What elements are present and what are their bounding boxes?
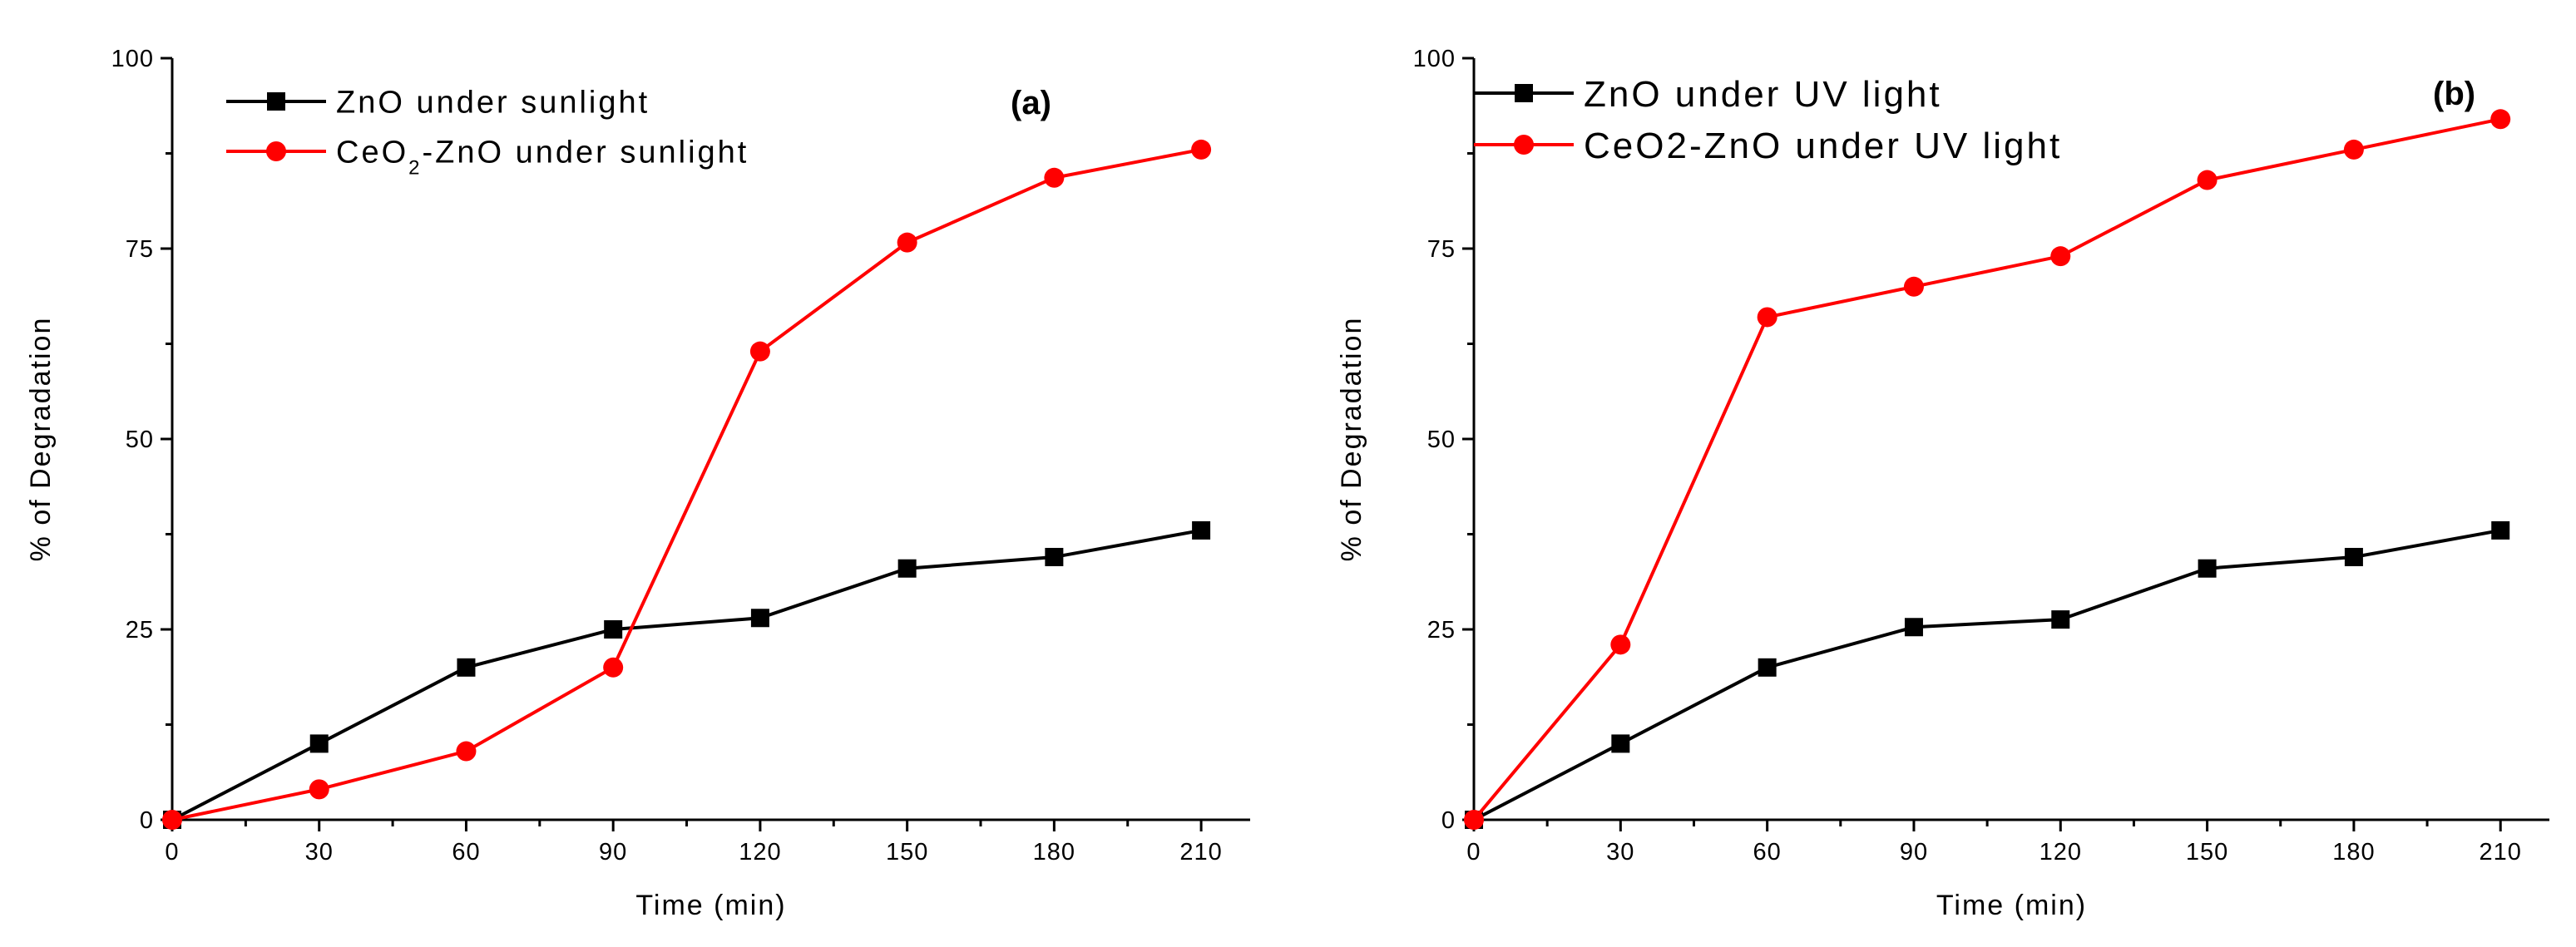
x-tick-label: 90 [599,839,627,866]
x-axis-title: Time (min) [1936,890,2087,921]
legend-label: CeO2-ZnO under sunlight [336,136,749,180]
data-point-square [1045,547,1064,566]
data-point-square [1611,734,1630,753]
y-tick-label: 0 [1441,807,1456,834]
x-tick-label: 30 [1606,839,1634,866]
legend-text-part: CeO [336,136,408,170]
data-point-circle [456,741,477,762]
x-tick-label: 0 [165,839,179,866]
x-tick-label: 180 [1033,839,1075,866]
legend-marker-circle [266,141,286,161]
y-tick-label: 50 [1427,427,1456,453]
chart-panel-a: 0 25 50 75 100 0 30 60 90 120 150 180 210 Time (min)%… [25,46,1250,921]
legend-text-part: ZnO under UV light [1584,74,1942,115]
data-point-square [457,658,476,677]
x-tick-label: 210 [2480,839,2522,866]
legend-text-part: -ZnO under sunlight [423,136,749,170]
x-tick-label: 60 [452,839,480,866]
data-point-circle [2490,109,2511,130]
x-tick-label: 150 [886,839,928,866]
legend-label: ZnO under sunlight [336,86,650,121]
data-point-circle [603,657,624,678]
data-point-circle [1464,810,1484,830]
data-point-square [309,734,329,753]
data-point-circle [2050,246,2071,267]
data-point-square [2344,547,2363,566]
y-tick-label: 25 [126,617,154,644]
data-point-circle [1044,167,1065,188]
legend-label: CeO2-ZnO under UV light [1584,126,2062,166]
chart-panel-b: 0 25 50 75 100 0 30 60 90 120 150 180 210 Time (min)%… [1336,46,2549,921]
x-tick-label: 60 [1753,839,1782,866]
data-point-circle [1610,634,1631,655]
data-point-circle [309,779,329,800]
x-tick-label: 0 [1466,839,1481,866]
data-point-square [1192,520,1211,540]
legend-marker-square [267,92,285,111]
y-axis-title: % of Degradation [25,317,57,562]
legend-marker-square [1515,84,1533,102]
series-line-ceo2-zno [1472,117,2501,821]
data-point-square [2198,559,2217,578]
y-tick-label: 75 [1427,236,1456,263]
x-tick-label: 120 [739,839,781,866]
x-tick-label: 30 [305,839,334,866]
data-point-square [750,609,769,628]
data-point-circle [2343,139,2364,160]
y-tick-label: 25 [1427,617,1456,644]
series-line-ceo2-zno [171,147,1202,821]
legend-label: ZnO under UV light [1584,74,1942,115]
panel-label: (a) [1011,85,1051,121]
series-line-zno [171,528,1202,821]
y-axis-title: % of Degradation [1336,317,1367,562]
y-tick-label: 0 [140,807,154,834]
x-tick-label: 180 [2332,839,2375,866]
y-tick-label: 100 [111,46,154,72]
y-tick-label: 100 [1413,46,1456,72]
data-point-circle [1757,307,1777,328]
data-point-square [1758,658,1777,677]
data-point-circle [897,232,917,253]
data-point-circle [162,810,182,830]
data-point-square [2051,610,2070,629]
data-point-square [897,559,917,578]
legend-subscript: 2 [408,156,422,179]
data-point-circle [1903,276,1924,297]
legend-marker-circle [1514,135,1534,155]
legend-text-part: CeO2-ZnO under UV light [1584,126,2062,166]
y-tick-label: 75 [126,236,154,263]
legend-text-part: ZnO under sunlight [336,86,650,121]
x-tick-label: 210 [1179,839,1222,866]
x-axis-title: Time (min) [635,890,786,921]
x-tick-label: 120 [2040,839,2082,866]
data-point-square [604,620,623,639]
data-point-circle [749,341,770,362]
panel-label: (b) [2433,76,2475,112]
x-tick-label: 90 [1900,839,1928,866]
data-point-square [1904,618,1923,637]
data-point-square [2491,520,2510,540]
x-tick-label: 150 [2186,839,2228,866]
data-point-circle [1191,139,1212,160]
data-point-circle [2197,170,2218,190]
series-line-zno [1473,528,2501,821]
y-tick-label: 50 [126,427,154,453]
